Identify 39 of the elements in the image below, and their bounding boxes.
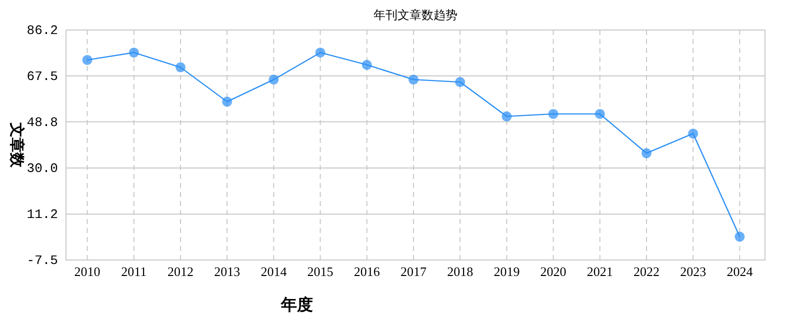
y-tick-label: 86.2	[26, 23, 58, 38]
y-tick-label: 48.8	[26, 114, 58, 130]
chart-title: 年刊文章数趋势	[374, 8, 458, 22]
x-tick-label: 2010	[74, 264, 100, 279]
point	[502, 111, 512, 122]
x-tick-label: 2013	[214, 264, 240, 279]
y-tick-label: 30.0	[26, 160, 58, 176]
x-tick-label: 2021	[586, 264, 613, 279]
y-tick-label: 11.2	[26, 207, 58, 222]
x-tick-label: 2016	[354, 264, 380, 279]
point	[688, 128, 698, 139]
x-tick-label: 2024	[726, 264, 754, 279]
x-tick-label: 2011	[121, 264, 147, 279]
x-tick-label: 2023	[680, 264, 706, 279]
point	[362, 60, 372, 70]
x-tick-label: 2022	[634, 264, 660, 279]
x-tick-label: 2015	[307, 264, 334, 279]
point	[128, 48, 139, 58]
y-axis-title: 文章数	[8, 122, 26, 168]
point	[268, 74, 279, 85]
point	[222, 96, 232, 107]
x-tick-label: 2019	[494, 264, 520, 279]
x-tick-label: 2014	[260, 264, 288, 279]
y-tick-label: -7.5	[26, 253, 58, 268]
point	[176, 62, 186, 72]
y-tick-label: 67.5	[26, 68, 58, 84]
point	[315, 48, 326, 58]
point	[455, 77, 466, 88]
point	[82, 54, 92, 65]
x-tick-label: 2012	[168, 264, 194, 279]
x-tick-label: 2017	[400, 264, 427, 279]
x-tick-label: 2018	[447, 264, 474, 279]
point	[642, 148, 652, 158]
point	[594, 108, 605, 119]
point	[408, 74, 418, 85]
x-tick-label: 2020	[540, 264, 566, 279]
x-axis-title: 年度	[280, 295, 313, 314]
point	[548, 108, 558, 119]
point	[734, 232, 745, 242]
